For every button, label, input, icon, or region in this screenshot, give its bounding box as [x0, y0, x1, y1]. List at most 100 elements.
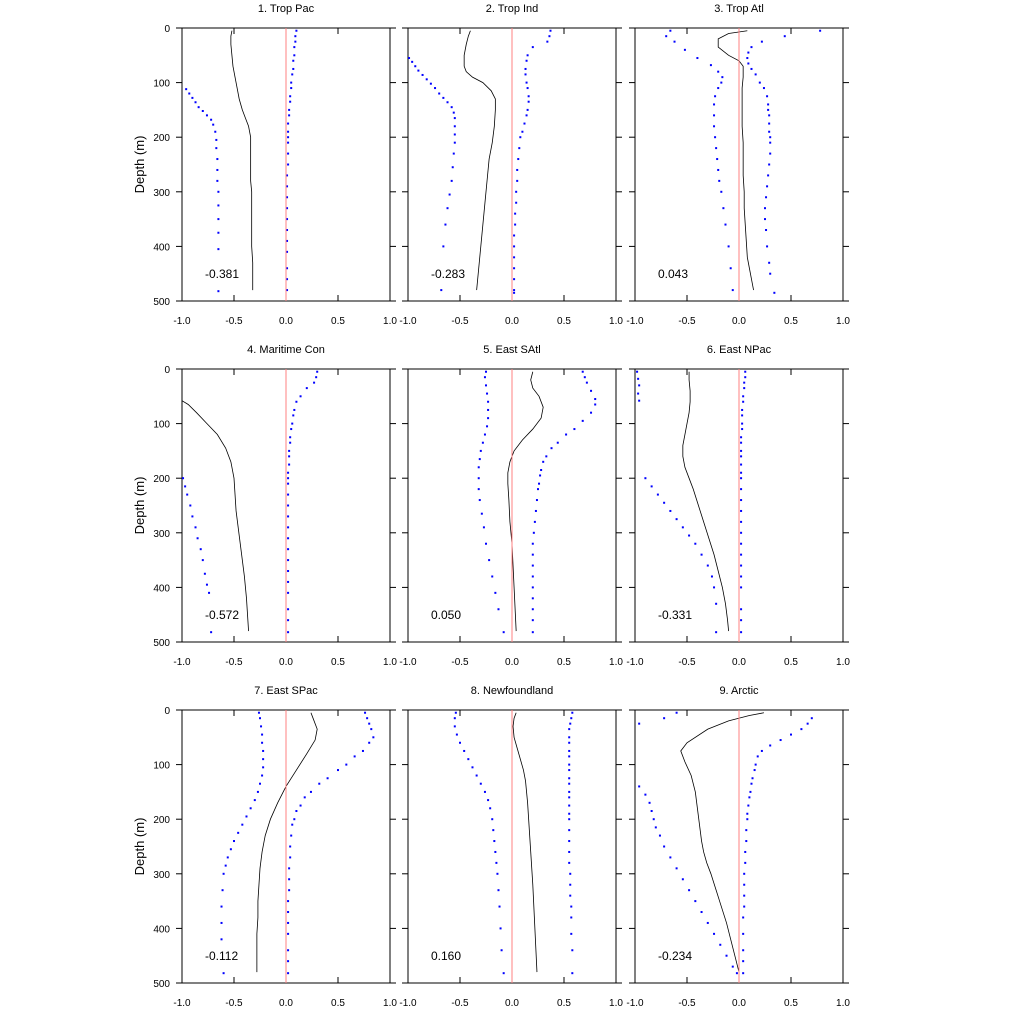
y-tick-label: 400: [153, 583, 170, 594]
data-point: [663, 717, 666, 720]
x-tick-label: 0.5: [784, 316, 798, 327]
data-point: [681, 878, 684, 881]
data-point: [286, 207, 289, 210]
data-point: [217, 290, 220, 293]
data-point: [442, 96, 445, 99]
plot-area: [636, 369, 747, 642]
panel-1: 1. Trop Pac -1.0 -0.5 0.0 0.5 1.0 0 100 200 300 40…: [132, 3, 397, 327]
data-point: [287, 631, 290, 634]
data-point: [749, 790, 752, 793]
data-point: [249, 807, 252, 810]
plot-area: [477, 369, 597, 642]
x-tick-label: -0.5: [225, 657, 243, 668]
correlation-value: -0.112: [205, 949, 238, 963]
data-point: [513, 278, 516, 281]
bound-dots-series: [220, 711, 265, 975]
data-point: [289, 100, 292, 103]
data-point: [287, 932, 290, 935]
correlation-value: -0.283: [431, 267, 465, 281]
data-point: [291, 422, 294, 425]
data-point: [526, 54, 529, 57]
data-point: [740, 542, 743, 545]
data-point: [513, 256, 516, 259]
data-point: [194, 101, 197, 104]
y-tick-label: 400: [153, 242, 170, 253]
data-point: [217, 248, 220, 251]
data-point: [745, 829, 748, 832]
data-point: [526, 108, 529, 111]
bound-dots-series: [742, 717, 813, 975]
data-point: [767, 103, 770, 106]
data-point: [290, 428, 293, 431]
data-point: [459, 741, 461, 744]
data-point: [583, 376, 586, 379]
data-point: [479, 782, 482, 785]
data-point: [515, 190, 518, 193]
correlation-value: -0.331: [658, 608, 692, 622]
data-point: [486, 425, 489, 428]
data-point: [806, 722, 809, 725]
x-tick-label: -0.5: [225, 998, 243, 1009]
data-point: [293, 818, 296, 821]
data-point: [531, 608, 534, 611]
x-tick-label: 1.0: [383, 316, 397, 327]
y-tick-label: 0: [164, 365, 170, 376]
data-point: [257, 711, 260, 714]
data-point: [494, 850, 497, 853]
data-point: [287, 163, 290, 166]
data-point: [768, 261, 771, 264]
panel-title: 3. Trop Atl: [714, 3, 764, 15]
data-point: [783, 35, 786, 38]
data-point: [766, 245, 769, 248]
data-point: [669, 856, 672, 859]
data-point: [681, 526, 684, 529]
bound-dots-series: [746, 29, 822, 294]
data-point: [318, 782, 321, 785]
data-point: [487, 408, 490, 411]
x-tick-label: 1.0: [836, 657, 850, 668]
data-point: [217, 190, 220, 193]
data-point: [744, 850, 747, 853]
plot-area: [665, 28, 822, 301]
plot-area: [638, 710, 813, 983]
data-point: [259, 717, 261, 720]
mean-profile-line: [507, 371, 544, 632]
data-point: [740, 553, 743, 556]
data-point: [260, 725, 263, 728]
data-point: [220, 938, 223, 941]
data-point: [531, 597, 534, 600]
data-point: [769, 272, 772, 275]
data-point: [534, 509, 537, 512]
data-point: [286, 218, 289, 221]
data-point: [201, 559, 204, 562]
data-point: [293, 408, 296, 411]
data-point: [446, 101, 449, 104]
data-point: [779, 739, 782, 742]
data-point: [527, 95, 530, 98]
data-point: [191, 515, 194, 518]
data-point: [740, 564, 743, 567]
data-point: [224, 864, 227, 867]
data-point: [262, 758, 265, 761]
data-point: [214, 130, 217, 133]
data-point: [217, 231, 220, 234]
data-point: [483, 790, 486, 793]
data-point: [568, 829, 571, 832]
y-tick-label: 0: [164, 24, 170, 35]
panel-5: 5. East SAtl -1.0 -0.5 0.0 0.5 1.0 0.050: [399, 344, 623, 668]
data-point: [713, 114, 716, 117]
data-point: [286, 289, 289, 292]
data-point: [478, 499, 481, 502]
data-point: [713, 125, 716, 128]
data-point: [229, 848, 232, 851]
data-point: [740, 608, 743, 611]
bound-dots-series: [477, 370, 505, 634]
correlation-value: 0.043: [658, 267, 688, 281]
data-point: [735, 972, 738, 975]
y-tick-label: 100: [153, 420, 170, 431]
data-point: [253, 799, 256, 802]
data-point: [287, 504, 290, 507]
data-point: [189, 504, 192, 507]
data-point: [747, 51, 750, 54]
data-point: [366, 717, 369, 720]
